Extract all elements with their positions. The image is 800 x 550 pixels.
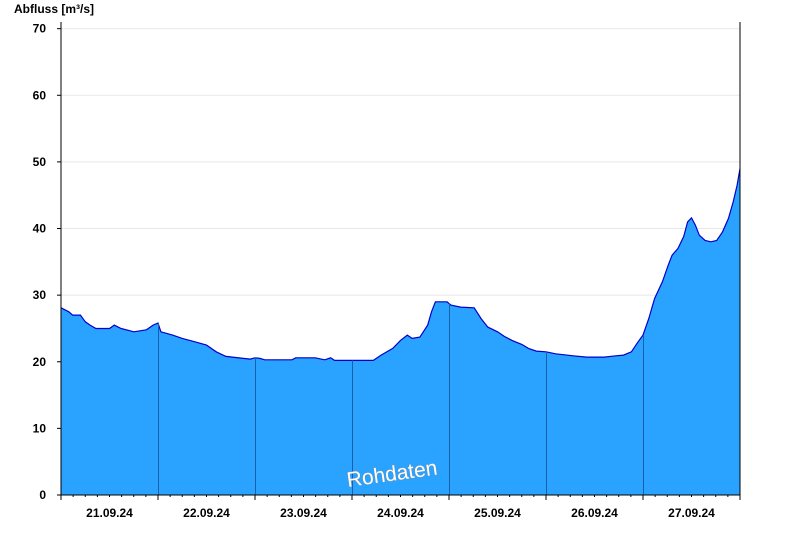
y-tick-label-70: 70 (33, 22, 47, 36)
y-tick-label-40: 40 (33, 222, 47, 236)
x-ticks: 21.09.24 22.09.24 23.09.24 24.09.24 25.09.24… (60, 495, 741, 520)
day-dividers (158, 303, 644, 495)
x-tick-label-1: 22.09.24 (183, 506, 230, 520)
x-tick-label-6: 27.09.24 (668, 506, 715, 520)
y-tick-label-30: 30 (33, 288, 47, 302)
x-tick-label-2: 23.09.24 (280, 506, 327, 520)
x-tick-label-5: 26.09.24 (571, 506, 618, 520)
series-area-0 (61, 168, 740, 495)
x-tick-label-0: 21.09.24 (86, 506, 133, 520)
x-tick-label-3: 24.09.24 (377, 506, 424, 520)
y-tick-label-50: 50 (33, 155, 47, 169)
series-line-0 (60, 168, 741, 361)
x-tick-label-4: 25.09.24 (474, 506, 521, 520)
y-ticks: 0 10 20 30 40 50 60 70 (33, 22, 61, 502)
y-tick-label-60: 60 (33, 88, 47, 102)
y-tick-label-20: 20 (33, 355, 47, 369)
y-axis-label: Abfluss [m³/s] (14, 2, 94, 16)
area-layer (60, 168, 741, 495)
y-tick-label-0: 0 (39, 488, 46, 502)
y-tick-label-10: 10 (33, 421, 47, 435)
